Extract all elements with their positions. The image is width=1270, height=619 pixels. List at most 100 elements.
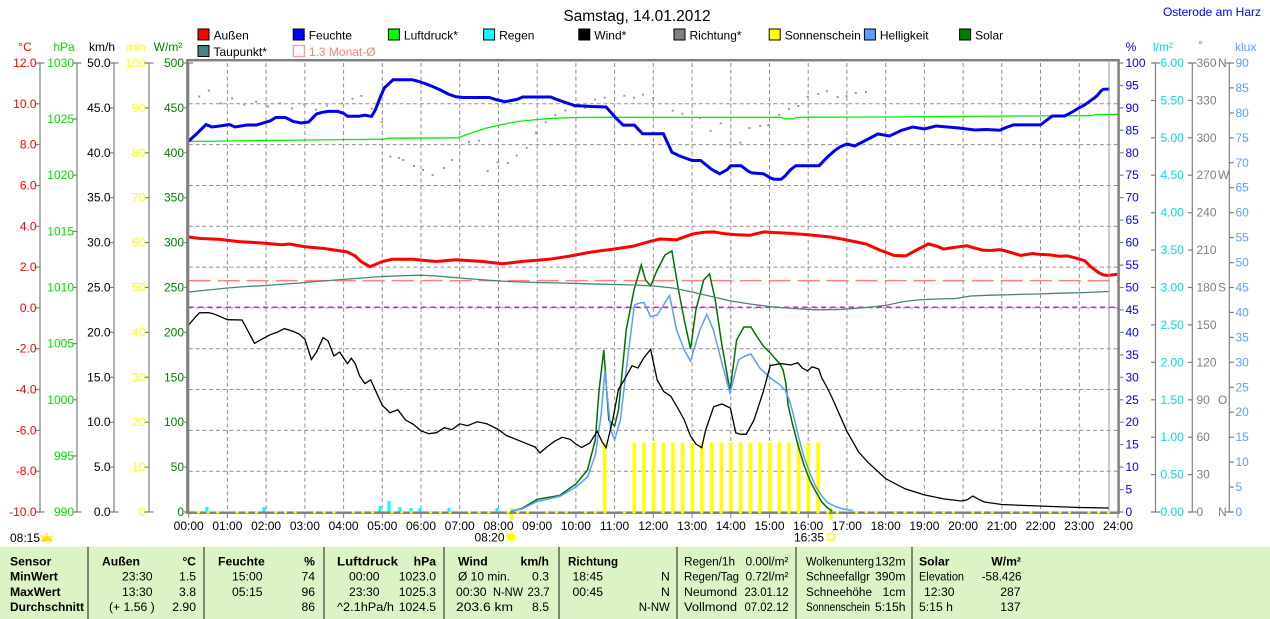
svg-text:07.02.12: 07.02.12 (745, 600, 789, 614)
svg-text:250: 250 (164, 281, 184, 295)
svg-text:15:00: 15:00 (754, 519, 784, 533)
svg-text:270: 270 (1197, 168, 1217, 182)
svg-text:60: 60 (1236, 206, 1250, 220)
svg-text:(+ 1.56 ): (+ 1.56 ) (109, 600, 155, 614)
svg-text:Wolkenunterg: Wolkenunterg (806, 555, 874, 569)
svg-text:120: 120 (1197, 355, 1217, 369)
svg-text:0: 0 (1236, 505, 1243, 519)
svg-text:96: 96 (301, 585, 315, 599)
svg-text:12:00: 12:00 (638, 519, 668, 533)
svg-text:23.01.12: 23.01.12 (745, 585, 789, 599)
svg-text:0.3: 0.3 (532, 570, 549, 584)
svg-text:09:00: 09:00 (522, 519, 552, 533)
svg-text:50: 50 (1126, 281, 1140, 295)
svg-text:hPa: hPa (53, 40, 75, 54)
svg-text:23:30: 23:30 (349, 585, 380, 599)
svg-text:Osterode am Harz: Osterode am Harz (1163, 5, 1261, 19)
svg-text:100: 100 (164, 415, 184, 429)
svg-text:25.0: 25.0 (87, 281, 111, 295)
svg-text:%: % (304, 555, 315, 569)
svg-text:1010: 1010 (47, 281, 74, 295)
svg-text:10.0: 10.0 (87, 415, 111, 429)
svg-text:hPa: hPa (414, 555, 437, 569)
svg-text:1015: 1015 (47, 224, 74, 238)
svg-text:2.50: 2.50 (1161, 318, 1185, 332)
svg-text:0: 0 (1197, 505, 1204, 519)
svg-text:05:15: 05:15 (232, 585, 263, 599)
svg-text:90: 90 (1236, 56, 1250, 70)
svg-text:70: 70 (132, 191, 146, 205)
svg-text:4.0: 4.0 (20, 219, 37, 233)
svg-text:Solar: Solar (919, 555, 950, 569)
svg-text:-6.0: -6.0 (16, 423, 37, 437)
svg-text:95: 95 (1126, 79, 1140, 93)
svg-text:08:15: 08:15 (10, 531, 40, 545)
svg-text:km/h: km/h (89, 40, 115, 54)
svg-text:Schneehöhe: Schneehöhe (806, 585, 872, 599)
svg-text:1024.5: 1024.5 (399, 600, 436, 614)
svg-text:15:00: 15:00 (232, 570, 263, 584)
svg-text:86: 86 (301, 600, 315, 614)
svg-text:85: 85 (1126, 123, 1140, 137)
svg-text:4.50: 4.50 (1161, 168, 1185, 182)
svg-text:80: 80 (132, 146, 146, 160)
svg-text:390m: 390m (875, 570, 906, 584)
svg-text:50: 50 (171, 460, 185, 474)
svg-text:l/m²: l/m² (1153, 40, 1173, 54)
svg-text:km/h: km/h (521, 555, 549, 569)
svg-text:0: 0 (177, 505, 184, 519)
svg-text:-8.0: -8.0 (16, 464, 37, 478)
svg-text:24:00: 24:00 (1103, 519, 1133, 533)
svg-text:16:35: 16:35 (794, 531, 824, 545)
svg-text:0.50: 0.50 (1161, 468, 1185, 482)
svg-text:0.72l/m²: 0.72l/m² (746, 570, 789, 584)
svg-text:N: N (661, 570, 670, 584)
svg-text:^2.1hPa/h: ^2.1hPa/h (337, 600, 394, 614)
svg-text:Schneefallgr: Schneefallgr (806, 570, 870, 584)
svg-text:132m: 132m (875, 555, 906, 569)
svg-text:240: 240 (1197, 206, 1217, 220)
svg-text:90: 90 (1126, 101, 1140, 115)
svg-text:22:00: 22:00 (1025, 519, 1055, 533)
svg-text:05:00: 05:00 (367, 519, 397, 533)
svg-text:Außen: Außen (102, 555, 140, 569)
svg-text:40: 40 (132, 325, 146, 339)
svg-text:°: ° (1198, 38, 1203, 52)
svg-text:65: 65 (1126, 213, 1140, 227)
svg-text:0.0: 0.0 (94, 505, 111, 519)
svg-text:30: 30 (132, 370, 146, 384)
svg-text:3.00: 3.00 (1161, 281, 1185, 295)
svg-text:0.00l/m²: 0.00l/m² (746, 555, 789, 569)
svg-text:11:00: 11:00 (600, 519, 629, 533)
svg-text:45: 45 (1236, 281, 1250, 295)
svg-text:300: 300 (164, 236, 184, 250)
svg-text:30: 30 (1236, 355, 1250, 369)
svg-text:150: 150 (1197, 318, 1217, 332)
svg-text:16:00: 16:00 (793, 519, 823, 533)
svg-text:5:15 h: 5:15 h (919, 600, 953, 614)
svg-text:137: 137 (1000, 600, 1021, 614)
svg-text:O: O (1218, 393, 1227, 407)
svg-text:100: 100 (1126, 56, 1146, 70)
svg-text:1.5: 1.5 (179, 570, 196, 584)
svg-text:8.0: 8.0 (20, 138, 37, 152)
svg-text:01:00: 01:00 (212, 519, 242, 533)
svg-text:20:00: 20:00 (948, 519, 978, 533)
svg-text:W: W (1218, 168, 1230, 182)
svg-text:18:00: 18:00 (871, 519, 901, 533)
svg-text:0: 0 (1126, 505, 1133, 519)
svg-text:04:00: 04:00 (329, 519, 359, 533)
svg-text:Ø 10 min.: Ø 10 min. (458, 570, 510, 584)
svg-text:Sonnenschein: Sonnenschein (806, 600, 870, 614)
svg-text:5: 5 (1126, 483, 1133, 497)
svg-text:20.0: 20.0 (87, 325, 111, 339)
svg-text:14:00: 14:00 (716, 519, 746, 533)
svg-text:MaxWert: MaxWert (10, 585, 61, 599)
svg-text:450: 450 (164, 101, 184, 115)
svg-text:15: 15 (1126, 438, 1140, 452)
svg-text:75: 75 (1126, 168, 1140, 182)
svg-text:1.3 Monat-Ø: 1.3 Monat-Ø (309, 45, 376, 59)
svg-text:6.00: 6.00 (1161, 56, 1185, 70)
svg-text:10: 10 (1126, 460, 1140, 474)
svg-text:60: 60 (1126, 236, 1140, 250)
